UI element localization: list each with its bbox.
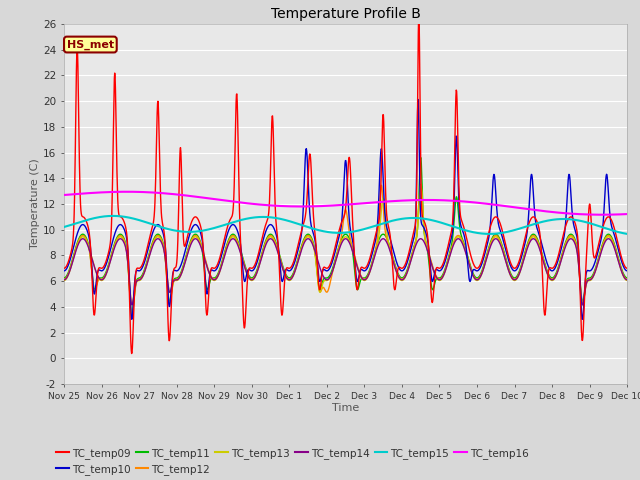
TC_temp10 [299,212,307,217]
TC_temp11 [321,275,329,281]
TC_temp13 [127,293,134,299]
TC_temp15 [311,227,319,232]
TC_temp11 [60,275,68,281]
TC_temp12 [300,239,307,245]
TC_temp15 [623,231,631,237]
TC_temp11 [104,265,111,271]
Line: TC_temp16: TC_temp16 [64,192,627,215]
TC_temp14 [128,302,136,308]
TC_temp09 [300,221,307,227]
TC_temp16 [127,189,134,195]
TC_temp15 [321,228,329,234]
TC_temp10 [311,235,319,241]
TC_temp16 [60,192,68,198]
TC_temp09 [127,330,134,336]
TC_temp09 [321,264,329,270]
TC_temp10 [381,204,388,210]
TC_temp09 [60,265,68,271]
TC_temp14 [127,297,134,303]
TC_temp13 [321,277,329,283]
TC_temp15 [60,224,68,230]
TC_temp12 [381,225,388,231]
TC_temp14 [60,277,68,283]
TC_temp14 [312,250,319,255]
TC_temp12 [104,266,111,272]
TC_temp14 [104,266,112,272]
TC_temp11 [311,249,319,254]
TC_temp11 [381,232,388,238]
Line: TC_temp09: TC_temp09 [64,14,627,354]
TC_temp16 [300,204,307,209]
TC_temp12 [417,181,424,187]
TC_temp16 [623,211,631,217]
TC_temp13 [104,267,111,273]
TC_temp12 [623,276,631,282]
TC_temp14 [381,237,389,243]
TC_temp14 [623,277,631,283]
TC_temp10 [127,302,134,308]
TC_temp09 [311,230,319,236]
Text: HS_met: HS_met [67,39,114,49]
TC_temp10 [414,96,422,102]
TC_temp11 [623,275,631,281]
TC_temp13 [128,302,136,308]
TC_temp13 [311,251,319,257]
TC_temp15 [381,220,388,226]
TC_temp11 [300,238,307,243]
TC_temp09 [128,351,136,357]
TC_temp16 [381,199,388,204]
Line: TC_temp12: TC_temp12 [64,184,627,316]
TC_temp16 [311,204,319,209]
Title: Temperature Profile B: Temperature Profile B [271,8,420,22]
TC_temp11 [127,302,134,308]
TC_temp14 [322,276,330,282]
TC_temp13 [417,182,424,188]
TC_temp10 [104,257,111,263]
TC_temp12 [311,250,319,255]
TC_temp09 [623,265,631,271]
TC_temp09 [104,253,111,259]
TC_temp09 [381,161,388,167]
TC_temp16 [104,189,111,195]
Line: TC_temp10: TC_temp10 [64,99,627,319]
Line: TC_temp15: TC_temp15 [64,216,627,234]
TC_temp11 [417,155,424,160]
Line: TC_temp14: TC_temp14 [64,239,627,305]
TC_temp16 [123,189,131,194]
TC_temp13 [300,240,307,246]
TC_temp11 [128,312,136,318]
TC_temp12 [128,313,136,319]
Line: TC_temp11: TC_temp11 [64,157,627,315]
TC_temp13 [381,206,388,212]
TC_temp15 [300,223,307,228]
TC_temp09 [415,11,422,17]
TC_temp15 [109,213,116,219]
TC_temp14 [79,236,86,241]
Legend: TC_temp09, TC_temp10, TC_temp11, TC_temp12, TC_temp13, TC_temp14, TC_temp15, TC_: TC_temp09, TC_temp10, TC_temp11, TC_temp… [56,448,529,475]
TC_temp10 [579,316,586,322]
Y-axis label: Temperature (C): Temperature (C) [30,158,40,250]
TC_temp16 [321,203,329,209]
Line: TC_temp13: TC_temp13 [64,185,627,305]
TC_temp13 [623,277,631,283]
TC_temp15 [104,213,111,219]
TC_temp12 [60,276,68,282]
TC_temp10 [623,268,631,274]
TC_temp14 [300,241,308,247]
TC_temp10 [60,268,68,274]
TC_temp12 [321,288,329,293]
TC_temp13 [60,277,68,283]
X-axis label: Time: Time [332,403,359,413]
TC_temp12 [127,303,134,309]
TC_temp15 [127,215,134,221]
TC_temp16 [598,212,606,217]
TC_temp10 [321,267,328,273]
